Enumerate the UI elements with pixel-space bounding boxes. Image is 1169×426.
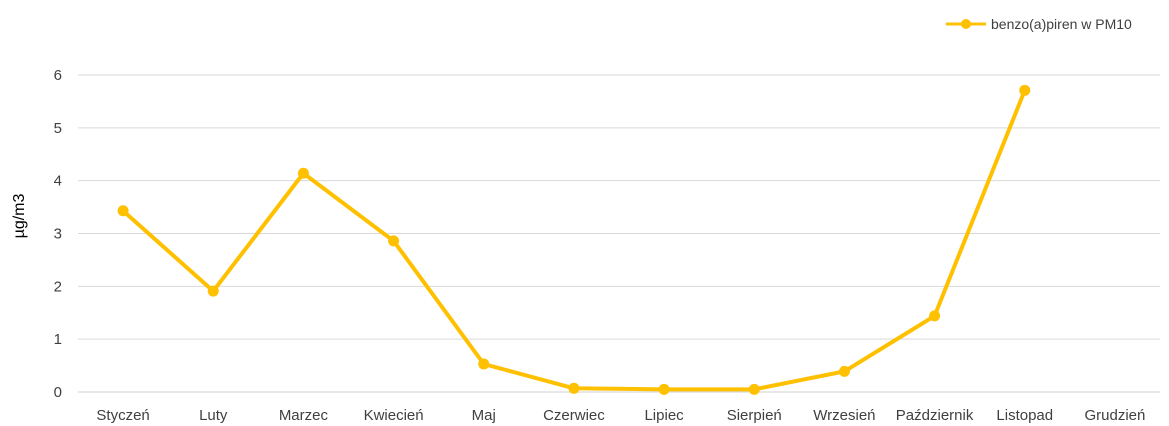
y-tick-label: 0 [54, 384, 62, 401]
y-axis-ticks: 0 1 2 3 4 5 6 [54, 67, 62, 401]
x-tick-label: Czerwiec [543, 407, 605, 424]
y-tick-label: 3 [54, 226, 62, 243]
x-axis-ticks: Styczeń Luty Marzec Kwiecień Maj Czerwiec Lipi… [96, 407, 1145, 424]
data-point [297, 167, 309, 179]
x-tick-label: Maj [472, 407, 496, 424]
x-tick-label: Sierpień [727, 407, 782, 424]
x-tick-label: Grudzień [1084, 407, 1145, 424]
data-point [207, 285, 219, 297]
x-tick-label: Lipiec [644, 407, 684, 424]
legend: benzo(a)piren w PM10 [946, 16, 1132, 32]
y-axis-label: µg/m3 [11, 194, 28, 239]
legend-label: benzo(a)piren w PM10 [991, 16, 1132, 32]
x-tick-label: Marzec [279, 407, 329, 424]
data-point [838, 365, 850, 377]
y-tick-label: 4 [54, 173, 62, 190]
x-tick-label: Styczeń [96, 407, 149, 424]
legend-dot-marker [961, 19, 971, 29]
y-tick-label: 2 [54, 278, 62, 295]
data-point [748, 383, 760, 395]
x-tick-label: Listopad [996, 407, 1053, 424]
data-point [478, 358, 490, 370]
y-tick-label: 1 [54, 331, 62, 348]
data-point [388, 235, 400, 247]
data-point [568, 382, 580, 394]
data-point [929, 310, 941, 322]
data-point [658, 383, 670, 395]
x-tick-label: Luty [199, 407, 228, 424]
data-point [1019, 84, 1031, 96]
y-tick-label: 6 [54, 67, 62, 84]
x-tick-label: Październik [896, 407, 974, 424]
data-point [117, 205, 129, 217]
x-tick-label: Kwiecień [364, 407, 424, 424]
y-tick-label: 5 [54, 120, 62, 137]
gridlines [78, 74, 1160, 393]
series-line [121, 88, 1027, 392]
series-layer [117, 84, 1031, 395]
x-tick-label: Wrzesień [813, 407, 875, 424]
